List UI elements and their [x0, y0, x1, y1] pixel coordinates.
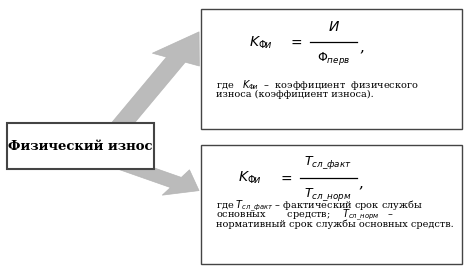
- Text: нормативный срок службы основных средств.: нормативный срок службы основных средств…: [216, 220, 454, 229]
- Text: где $T_{\mathit{сл\_факт}}$ – фактический срок службы: где $T_{\mathit{сл\_факт}}$ – фактически…: [216, 199, 422, 214]
- Text: основных       средств;    $T_{\mathit{сл\_норм}}$   –: основных средств; $T_{\mathit{сл\_норм}}…: [216, 208, 393, 223]
- Polygon shape: [110, 156, 199, 195]
- Text: $K_{\Phi\!и}$: $K_{\Phi\!и}$: [248, 34, 272, 50]
- Text: $И$: $И$: [328, 20, 339, 34]
- FancyBboxPatch shape: [7, 123, 154, 169]
- Text: $\Phi_{\mathit{перв}}$: $\Phi_{\mathit{перв}}$: [317, 50, 350, 67]
- Text: $=$: $=$: [278, 171, 293, 185]
- Text: Физический износ: Физический износ: [9, 140, 153, 153]
- Text: ,: ,: [360, 41, 365, 55]
- Text: $T_{\mathit{сл\_факт}}$: $T_{\mathit{сл\_факт}}$: [304, 154, 352, 171]
- Text: $=$: $=$: [288, 35, 303, 49]
- Text: где   $K_{\Phi\!и}$  –  коэффициент  физического: где $K_{\Phi\!и}$ – коэффициент физическ…: [216, 78, 419, 92]
- Polygon shape: [107, 32, 200, 134]
- FancyBboxPatch shape: [201, 9, 462, 129]
- Text: $K_{\Phi\!и}$: $K_{\Phi\!и}$: [238, 170, 262, 186]
- FancyBboxPatch shape: [201, 145, 462, 264]
- Text: износа (коэффициент износа).: износа (коэффициент износа).: [216, 89, 374, 99]
- Text: $T_{\mathit{сл\_норм}}$: $T_{\mathit{сл\_норм}}$: [304, 186, 352, 202]
- Text: ,: ,: [359, 176, 364, 190]
